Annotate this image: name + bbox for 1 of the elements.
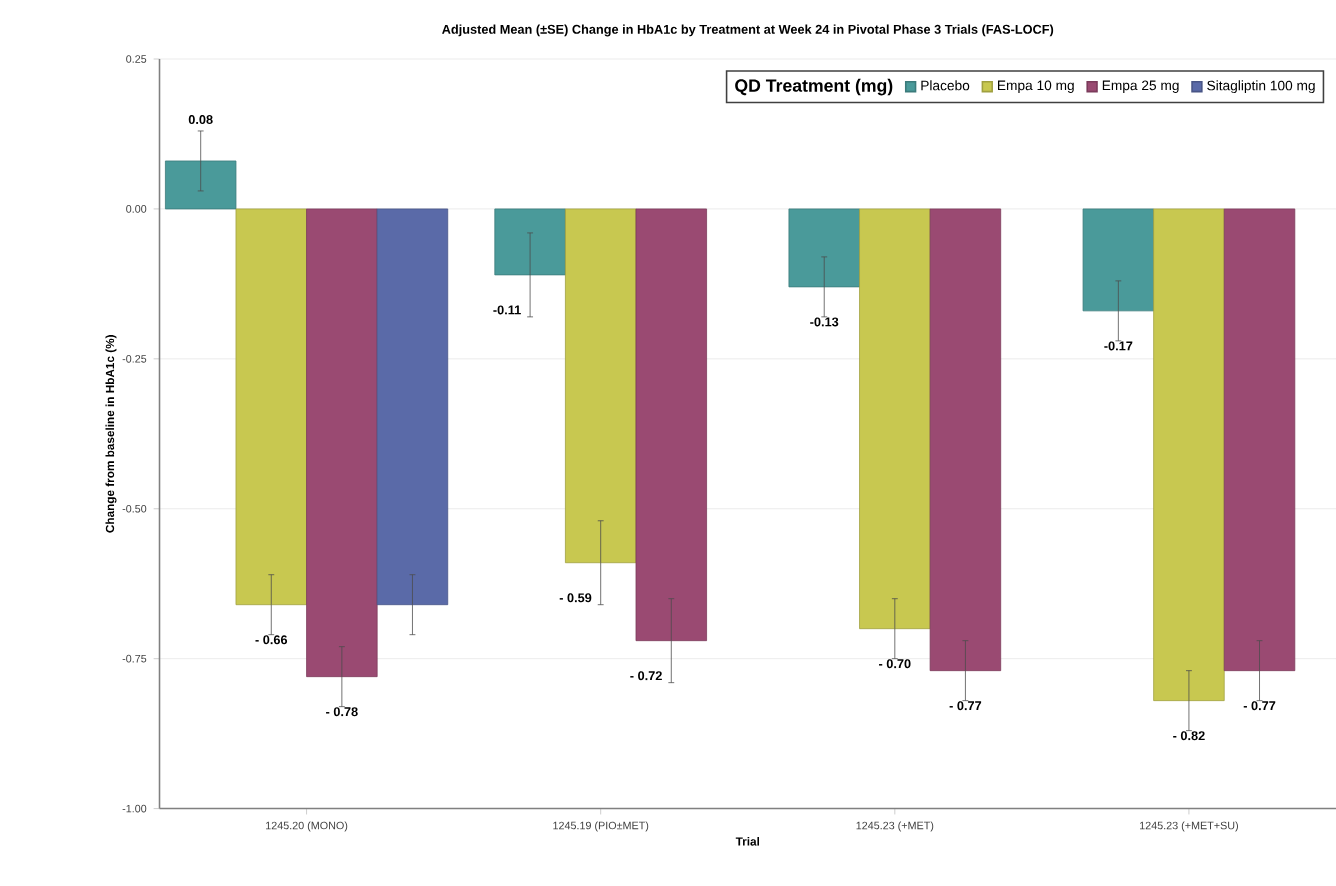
- legend-title: QD Treatment (mg): [735, 79, 893, 96]
